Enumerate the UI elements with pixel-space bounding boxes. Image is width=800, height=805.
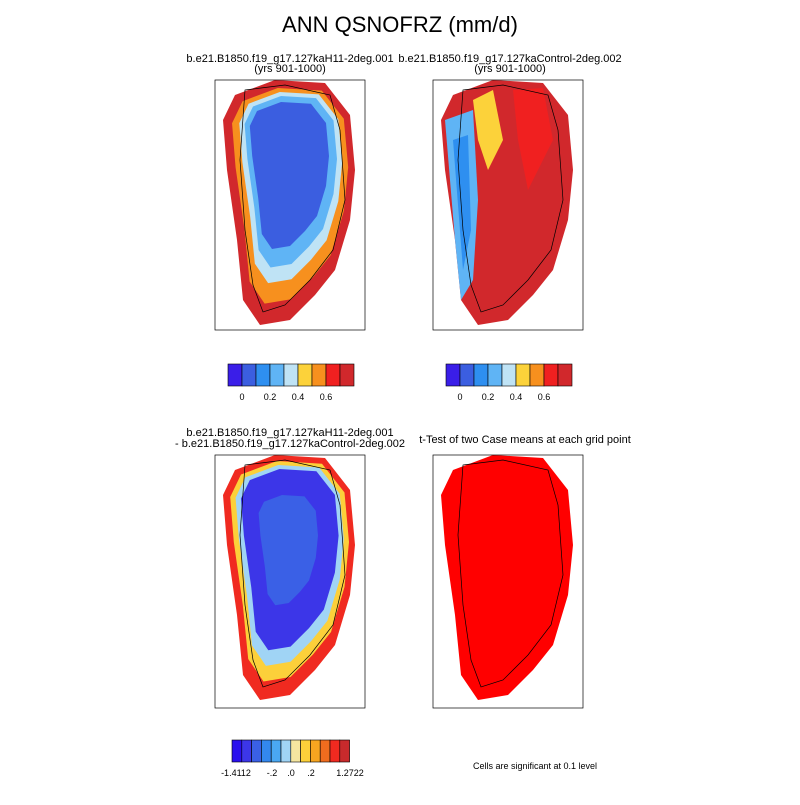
colorbar-label: 1.2722 <box>336 768 364 778</box>
colorbar-box <box>251 739 262 763</box>
colorbar-label: 0.2 <box>482 392 495 402</box>
colorbar-label: .2 <box>307 768 315 778</box>
colorbar-box <box>241 739 252 763</box>
colorbar-box <box>241 363 257 387</box>
panel-title: b.e21.B1850.f19_g17.127kaH11-2deg.001 <box>186 53 393 65</box>
colorbar-label: 0 <box>239 392 244 402</box>
colorbar-box <box>255 363 271 387</box>
colorbar-box <box>231 739 243 763</box>
colorbar-label: 0.4 <box>510 392 523 402</box>
colorbar-box <box>445 363 461 387</box>
panel-title: b.e21.B1850.f19_g17.127kaControl-2deg.00… <box>398 53 621 65</box>
panel-title: (yrs 901-1000) <box>254 63 326 75</box>
colorbar-box <box>329 739 341 763</box>
panel-title: b.e21.B1850.f19_g17.127kaH11-2deg.001 <box>186 427 393 439</box>
map-panel <box>223 455 355 700</box>
colorbar-box <box>319 739 331 763</box>
colorbar-box <box>473 363 489 387</box>
colorbar-label: 0.6 <box>538 392 551 402</box>
colorbar-box <box>325 363 341 387</box>
map-panel <box>441 455 573 700</box>
panel-title: t-Test of two Case means at each grid po… <box>419 434 631 446</box>
colorbar-box <box>501 363 517 387</box>
colorbar-box <box>557 363 573 387</box>
colorbar-box <box>290 739 301 763</box>
colorbar-label: -1.4112 <box>221 768 251 778</box>
colorbar-label: 0.4 <box>292 392 305 402</box>
map-panel <box>441 80 573 325</box>
colorbar-box <box>311 363 327 387</box>
map-frames <box>214 79 584 709</box>
colorbar-label: .0 <box>287 768 295 778</box>
colorbar-label: 0.2 <box>264 392 277 402</box>
colorbar-box <box>270 739 282 763</box>
main-title: ANN QSNOFRZ (mm/d) <box>282 12 518 37</box>
colorbar-label: -.2 <box>267 768 278 778</box>
colorbar-box <box>300 739 311 763</box>
colorbar-box <box>339 363 355 387</box>
colorbar-box <box>280 739 292 763</box>
colorbar-box <box>339 739 350 763</box>
colorbar-box <box>227 363 243 387</box>
note: Cells are significant at 0.1 level <box>473 761 597 771</box>
colorbar-box <box>310 739 321 763</box>
colorbar-box <box>459 363 475 387</box>
colorbar-box <box>529 363 545 387</box>
colorbar-box <box>543 363 559 387</box>
colorbar-box <box>297 363 313 387</box>
colorbar-box <box>515 363 531 387</box>
colorbar-box <box>269 363 285 387</box>
panel-title: - b.e21.B1850.f19_g17.127kaControl-2deg.… <box>175 438 405 450</box>
colorbar-box <box>261 739 272 763</box>
colorbar-box <box>283 363 299 387</box>
panel-title: (yrs 901-1000) <box>474 63 546 75</box>
colorbar-label: 0 <box>457 392 462 402</box>
colorbar-box <box>487 363 503 387</box>
map-panel <box>223 80 355 325</box>
colorbar-label: 0.6 <box>320 392 333 402</box>
